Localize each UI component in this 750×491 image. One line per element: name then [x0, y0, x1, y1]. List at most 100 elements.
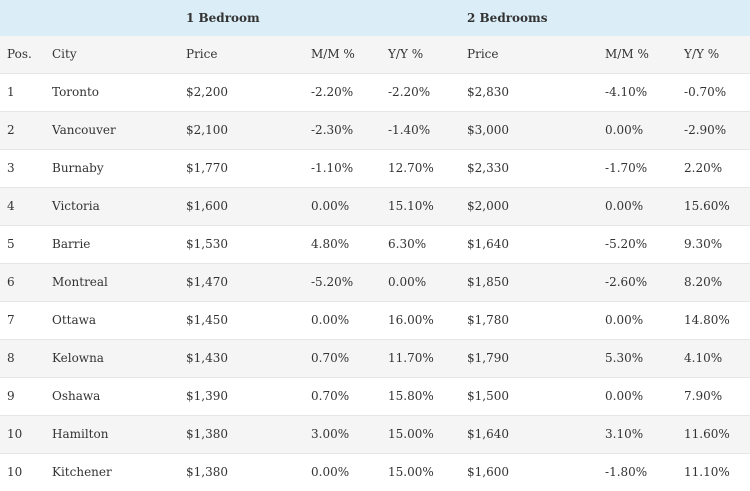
mm-2br-cell: 0.00%	[605, 199, 644, 213]
price-1br-cell: $1,380	[186, 427, 228, 441]
price-1br-cell: $2,100	[186, 123, 228, 137]
column-header-mm-2br: M/M %	[605, 47, 649, 62]
mm-2br-cell: 0.00%	[605, 389, 644, 403]
city-cell: Oshawa	[52, 389, 101, 403]
yy-1br-cell: 0.00%	[388, 275, 427, 289]
column-header-price-1br: Price	[186, 47, 218, 62]
price-1br-cell: $1,530	[186, 237, 228, 251]
column-header-yy-2br: Y/Y %	[684, 47, 720, 62]
yy-1br-cell: 15.10%	[388, 199, 434, 213]
mm-1br-cell: 0.70%	[311, 389, 350, 403]
column-header-price-2br: Price	[467, 47, 499, 62]
pos-cell: 10	[7, 465, 23, 480]
city-cell: Ottawa	[52, 313, 97, 327]
mm-2br-cell: -1.70%	[605, 161, 648, 175]
price-2br-cell: $2,830	[467, 85, 510, 99]
yy-2br-cell: 8.20%	[684, 275, 723, 289]
price-2br-cell: $1,790	[467, 351, 510, 365]
group-header-row: 1 Bedroom 2 Bedrooms	[0, 0, 750, 36]
mm-2br-cell: -5.20%	[605, 237, 648, 251]
price-1br-cell: $1,430	[186, 351, 228, 365]
price-2br-cell: $1,640	[467, 237, 510, 251]
yy-1br-cell: 15.00%	[388, 465, 434, 480]
price-2br-cell: $2,330	[467, 161, 510, 175]
mm-1br-cell: 0.00%	[311, 465, 350, 480]
mm-1br-cell: 0.70%	[311, 351, 350, 365]
column-header-row: Pos. City Price M/M % Y/Y % Price M/M % …	[0, 36, 750, 73]
pos-cell: 6	[7, 275, 15, 289]
mm-1br-cell: -2.20%	[311, 85, 354, 99]
price-2br-cell: $1,640	[467, 427, 510, 441]
yy-2br-cell: 14.80%	[684, 313, 730, 327]
price-2br-cell: $1,500	[467, 389, 510, 403]
mm-1br-cell: 4.80%	[311, 237, 350, 251]
yy-2br-cell: 11.60%	[684, 427, 730, 441]
group-header-spacer	[45, 0, 179, 36]
mm-1br-cell: -2.30%	[311, 123, 354, 137]
pos-cell: 2	[7, 123, 15, 137]
table-row: 10 Kitchener $1,380 0.00% 15.00% $1,600 -1.80%…	[0, 453, 750, 491]
city-cell: Hamilton	[52, 427, 109, 441]
price-1br-cell: $2,200	[186, 85, 228, 99]
yy-2br-cell: -0.70%	[684, 85, 727, 99]
mm-2br-cell: -4.10%	[605, 85, 648, 99]
table-row: 3 Burnaby $1,770 -1.10% 12.70% $2,330 -1.70% 2.…	[0, 149, 750, 187]
mm-1br-cell: 0.00%	[311, 199, 350, 213]
city-cell: Kelowna	[52, 351, 104, 365]
yy-2br-cell: 2.20%	[684, 161, 723, 175]
pos-cell: 5	[7, 237, 15, 251]
mm-2br-cell: -1.80%	[605, 465, 648, 480]
city-cell: Victoria	[52, 199, 100, 213]
price-1br-cell: $1,470	[186, 275, 228, 289]
yy-1br-cell: 12.70%	[388, 161, 434, 175]
group-header-two-bedrooms: 2 Bedrooms	[467, 11, 548, 25]
pos-cell: 7	[7, 313, 15, 327]
table-row: 9 Oshawa $1,390 0.70% 15.80% $1,500 0.00% 7.90%	[0, 377, 750, 415]
column-header-yy-1br: Y/Y %	[388, 47, 424, 62]
yy-1br-cell: -2.20%	[388, 85, 431, 99]
city-cell: Montreal	[52, 275, 108, 289]
pos-cell: 9	[7, 389, 15, 403]
table-row: 4 Victoria $1,600 0.00% 15.10% $2,000 0.00% 15.…	[0, 187, 750, 225]
table-row: 7 Ottawa $1,450 0.00% 16.00% $1,780 0.00% 14.80…	[0, 301, 750, 339]
table-row: 8 Kelowna $1,430 0.70% 11.70% $1,790 5.30% 4.10…	[0, 339, 750, 377]
table-body: 1 Toronto $2,200 -2.20% -2.20% $2,830 -4.10% -0…	[0, 73, 750, 491]
pos-cell: 1	[7, 85, 15, 99]
group-header-one-bedroom: 1 Bedroom	[186, 11, 260, 25]
column-header-city: City	[52, 47, 77, 62]
column-header-pos: Pos.	[7, 47, 32, 62]
price-2br-cell: $1,780	[467, 313, 510, 327]
pos-cell: 4	[7, 199, 15, 213]
price-1br-cell: $1,450	[186, 313, 228, 327]
pos-cell: 8	[7, 351, 15, 365]
city-cell: Kitchener	[52, 465, 112, 480]
mm-2br-cell: 0.00%	[605, 313, 644, 327]
yy-1br-cell: 15.00%	[388, 427, 434, 441]
mm-2br-cell: 5.30%	[605, 351, 644, 365]
price-2br-cell: $2,000	[467, 199, 510, 213]
yy-2br-cell: -2.90%	[684, 123, 727, 137]
table-row: 10 Hamilton $1,380 3.00% 15.00% $1,640 3.10% 11…	[0, 415, 750, 453]
price-2br-cell: $3,000	[467, 123, 510, 137]
table-row: 6 Montreal $1,470 -5.20% 0.00% $1,850 -2.60% 8.…	[0, 263, 750, 301]
pos-cell: 10	[7, 427, 23, 441]
price-1br-cell: $1,380	[186, 465, 228, 480]
yy-1br-cell: 11.70%	[388, 351, 434, 365]
yy-2br-cell: 4.10%	[684, 351, 723, 365]
price-2br-cell: $1,850	[467, 275, 510, 289]
column-header-mm-1br: M/M %	[311, 47, 355, 62]
city-cell: Vancouver	[52, 123, 116, 137]
city-cell: Burnaby	[52, 161, 104, 175]
city-cell: Barrie	[52, 237, 91, 251]
table-row: 2 Vancouver $2,100 -2.30% -1.40% $3,000 0.00% -…	[0, 111, 750, 149]
pos-cell: 3	[7, 161, 15, 175]
price-1br-cell: $1,390	[186, 389, 228, 403]
mm-2br-cell: -2.60%	[605, 275, 648, 289]
group-header-spacer	[0, 0, 45, 36]
yy-2br-cell: 15.60%	[684, 199, 730, 213]
yy-1br-cell: -1.40%	[388, 123, 431, 137]
city-cell: Toronto	[52, 85, 100, 99]
mm-2br-cell: 0.00%	[605, 123, 644, 137]
table-row: 1 Toronto $2,200 -2.20% -2.20% $2,830 -4.10% -0…	[0, 73, 750, 111]
mm-1br-cell: 0.00%	[311, 313, 350, 327]
